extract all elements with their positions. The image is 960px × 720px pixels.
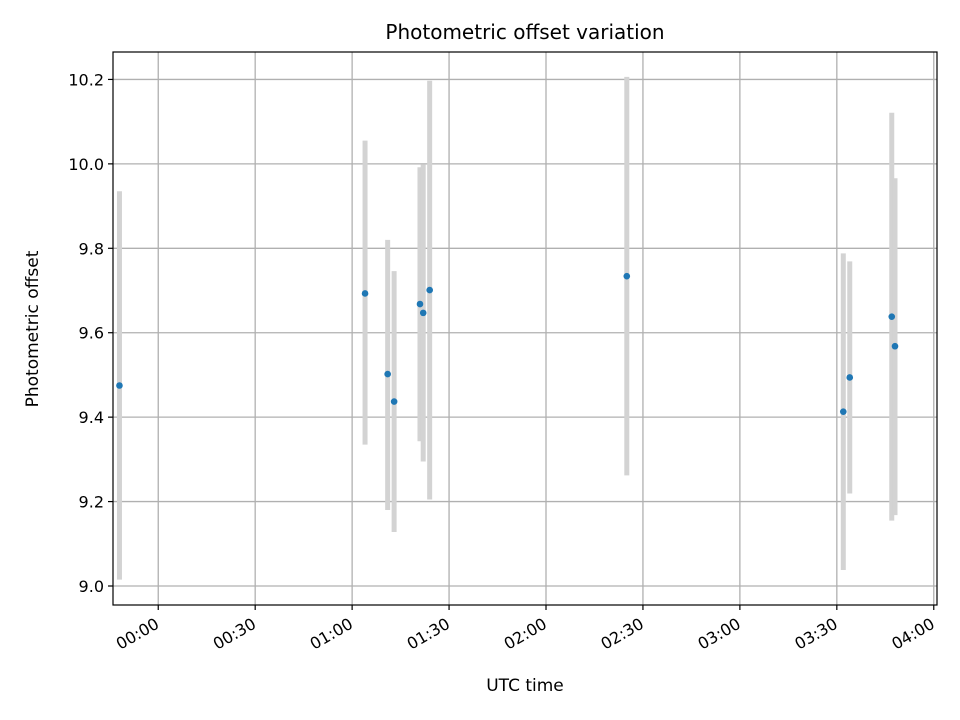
- plot-frame: [112, 51, 938, 606]
- data-points: [116, 272, 899, 415]
- y-tick-label: 9.0: [79, 577, 104, 596]
- y-tick-label: 10.0: [68, 155, 104, 174]
- data-point: [419, 309, 427, 317]
- y-tick-label: 9.8: [79, 239, 104, 258]
- data-point: [846, 374, 854, 381]
- data-point: [426, 286, 433, 294]
- x-axis-title: UTC time: [486, 676, 564, 696]
- data-point: [116, 382, 123, 389]
- y-tick-label: 10.2: [68, 70, 104, 89]
- grid: [113, 52, 937, 605]
- y-axis-title: Photometric offset: [23, 250, 43, 407]
- data-point: [839, 408, 847, 415]
- y-axis-ticks: 9.0 9.2 9.4 9.6 9.8 10.0 10.2: [68, 70, 113, 596]
- chart-title: Photometric offset variation: [385, 20, 664, 44]
- data-point: [384, 370, 391, 378]
- data-point: [390, 398, 398, 405]
- y-tick-label: 9.4: [79, 408, 104, 427]
- data-point: [891, 342, 899, 350]
- y-tick-label: 9.6: [79, 324, 104, 343]
- y-tick-label: 9.2: [79, 493, 104, 512]
- data-point: [416, 300, 424, 308]
- data-point: [888, 313, 896, 320]
- data-point: [623, 272, 631, 280]
- data-point: [361, 290, 369, 297]
